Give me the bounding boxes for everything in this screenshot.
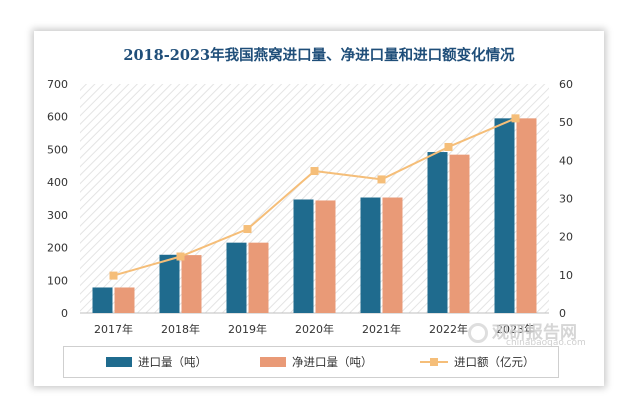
y-left-tick-4: 400 bbox=[47, 176, 68, 189]
point-import-value-6 bbox=[511, 114, 520, 123]
legend-label-net-import: 净进口量（吨） bbox=[292, 355, 373, 369]
point-import-value-2 bbox=[243, 225, 252, 234]
bar-import-volume-2 bbox=[226, 242, 247, 313]
point-import-value-4 bbox=[377, 175, 386, 184]
x-tick-6: 2023年 bbox=[496, 322, 535, 336]
bar-net-import-6 bbox=[516, 118, 537, 313]
legend-label-import-value: 进口额（亿元） bbox=[454, 355, 535, 369]
bar-net-import-2 bbox=[248, 242, 269, 313]
legend-item-import-volume: 进口量（吨） bbox=[106, 354, 207, 370]
y-right-tick-5: 50 bbox=[559, 116, 573, 129]
point-import-value-0 bbox=[109, 271, 118, 280]
y-left-tick-5: 500 bbox=[47, 143, 68, 156]
y-right-tick-1: 10 bbox=[559, 269, 573, 282]
x-tick-0: 2017年 bbox=[94, 322, 133, 336]
x-tick-4: 2021年 bbox=[362, 322, 401, 336]
plot-background bbox=[80, 84, 549, 313]
legend-swatch-import-volume bbox=[106, 357, 132, 367]
y-right-tick-3: 30 bbox=[559, 193, 573, 206]
y-right-tick-0: 0 bbox=[559, 307, 566, 320]
bar-net-import-4 bbox=[382, 197, 403, 313]
chart-title: 2018-2023年我国燕窝进口量、净进口量和进口额变化情况 bbox=[123, 47, 515, 64]
legend-swatch-net-import bbox=[260, 357, 286, 367]
watermark-text: 观研报告网 bbox=[492, 323, 577, 343]
legend-label-import-volume: 进口量（吨） bbox=[138, 355, 207, 369]
y-left-tick-7: 700 bbox=[47, 78, 68, 91]
watermark-logo-icon bbox=[468, 323, 488, 343]
y-left-tick-3: 300 bbox=[47, 209, 68, 222]
bar-import-volume-0 bbox=[92, 287, 113, 313]
point-import-value-3 bbox=[310, 167, 319, 176]
bar-net-import-3 bbox=[315, 200, 336, 313]
legend: 进口量（吨） 净进口量（吨） 进口额（亿元） bbox=[63, 346, 559, 378]
bar-import-volume-4 bbox=[360, 197, 381, 313]
y-left-tick-1: 100 bbox=[47, 274, 68, 287]
y-left-tick-6: 600 bbox=[47, 111, 68, 124]
point-import-value-5 bbox=[444, 142, 453, 151]
y-right-tick-6: 60 bbox=[559, 78, 573, 91]
y-left-tick-2: 200 bbox=[47, 242, 68, 255]
point-import-value-1 bbox=[176, 252, 185, 261]
bar-import-volume-6 bbox=[494, 118, 515, 313]
x-tick-1: 2018年 bbox=[161, 322, 200, 336]
watermark-url: chinabaogao.com bbox=[506, 338, 586, 348]
legend-line-import-value bbox=[420, 358, 448, 366]
bar-import-volume-1 bbox=[159, 254, 180, 313]
bar-net-import-1 bbox=[181, 255, 202, 313]
bar-import-volume-5 bbox=[427, 152, 448, 313]
legend-item-net-import: 净进口量（吨） bbox=[260, 354, 373, 370]
watermark: 观研报告网 bbox=[468, 318, 577, 343]
bar-net-import-5 bbox=[449, 154, 470, 313]
y-left-tick-0: 0 bbox=[61, 307, 68, 320]
x-tick-3: 2020年 bbox=[295, 322, 334, 336]
y-right-tick-4: 40 bbox=[559, 154, 573, 167]
legend-item-import-value: 进口额（亿元） bbox=[420, 354, 535, 370]
x-tick-2: 2019年 bbox=[228, 322, 267, 336]
x-tick-5: 2022年 bbox=[429, 322, 468, 336]
bar-net-import-0 bbox=[114, 287, 135, 313]
y-right-tick-2: 20 bbox=[559, 231, 573, 244]
bar-import-volume-3 bbox=[293, 199, 314, 313]
